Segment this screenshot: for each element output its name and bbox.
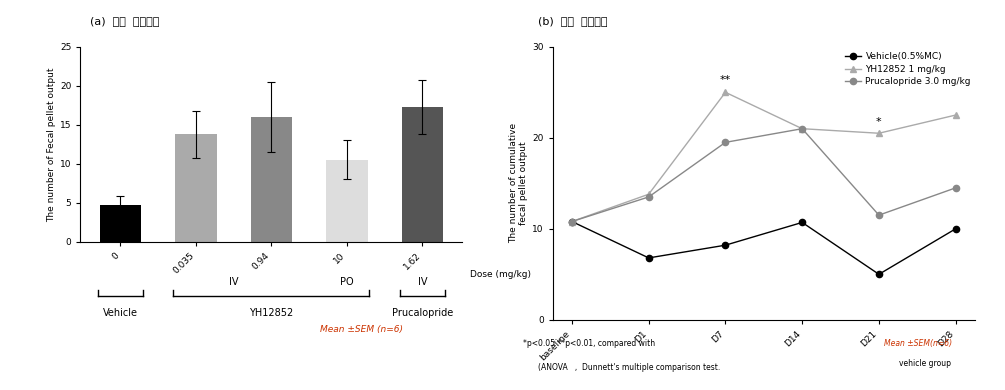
Text: (a)  단회  정맥투여: (a) 단회 정맥투여 [90,16,160,26]
Text: YH12852: YH12852 [249,308,293,318]
Text: *: * [876,117,881,127]
Text: Mean ±SEM(n=6): Mean ±SEM(n=6) [884,339,953,348]
Text: vehicle group: vehicle group [899,359,952,368]
Legend: Vehicle(0.5%MC), YH12852 1 mg/kg, Prucalopride 3.0 mg/kg: Vehicle(0.5%MC), YH12852 1 mg/kg, Prucal… [841,49,975,90]
Text: (ANOVA   ,  Dunnett's multiple comparison test.: (ANOVA , Dunnett's multiple comparison t… [538,363,720,372]
Text: IV: IV [417,277,427,287]
Text: Mean ±SEM (n=6): Mean ±SEM (n=6) [321,325,403,334]
Bar [250,117,292,242]
Text: Prucalopride: Prucalopride [392,308,453,318]
Text: PO: PO [340,277,354,287]
Bar [175,134,217,242]
Bar [402,107,443,242]
Text: Dose (mg/kg): Dose (mg/kg) [470,270,531,279]
Text: Vehicle: Vehicle [103,308,138,318]
Y-axis label: The number of Fecal pellet output: The number of Fecal pellet output [46,67,55,222]
Bar [326,160,368,242]
Bar [99,205,141,242]
Text: IV: IV [229,277,238,287]
Text: (b)  반복  경구투여: (b) 반복 경구투여 [538,16,607,26]
Y-axis label: The number of cumulative
fecal pellet output: The number of cumulative fecal pellet ou… [509,123,528,243]
Text: **: ** [720,75,731,85]
Text: *p<0.05 **p<0.01, compared with: *p<0.05 **p<0.01, compared with [523,339,654,348]
